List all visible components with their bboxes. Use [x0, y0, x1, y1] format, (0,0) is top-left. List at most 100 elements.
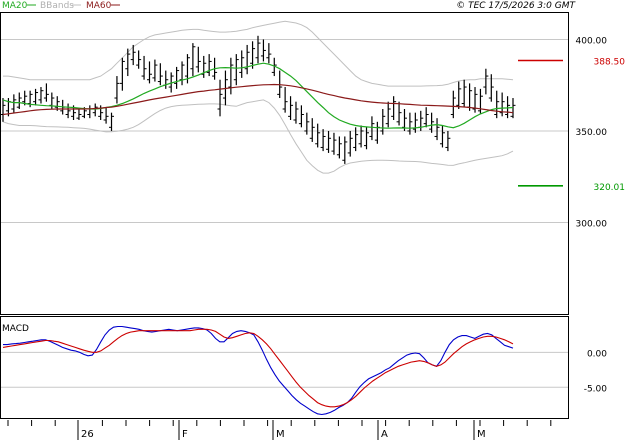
macd-y-axis: 0.00 -5.00 — [584, 349, 608, 394]
ohlc-bar — [401, 109, 407, 131]
macd-panel: MACD — [0, 316, 569, 419]
ohlc-bar — [54, 96, 60, 111]
ohlc-bar — [114, 76, 120, 104]
ohlc-bar — [434, 118, 440, 141]
ohlc-bar — [255, 35, 261, 64]
ohlc-bar — [494, 90, 500, 119]
ohlc-bar — [385, 101, 391, 128]
bollinger-bands — [2, 20, 514, 174]
ohlc-bar — [369, 116, 375, 141]
ohlc-bar — [364, 127, 370, 150]
price-level-label: 388.50 — [594, 58, 626, 68]
ohlc-bar — [456, 81, 462, 110]
price-level-label: 320.01 — [594, 183, 626, 193]
ohlc-bar — [38, 87, 44, 104]
ohlc-bar — [380, 109, 386, 135]
macd-lines — [2, 325, 514, 416]
bollinger-band-line — [3, 20, 514, 87]
ohlc-bar — [250, 41, 256, 69]
ma60-line — [2, 83, 514, 116]
ohlc-bar — [320, 129, 326, 152]
price-annotations: 388.50 320.01 — [518, 58, 625, 193]
ohlc-bar — [33, 88, 39, 106]
ohlc-bar — [119, 57, 125, 91]
time-axis-label: A — [381, 429, 388, 440]
price-y-tick-label: 300.00 — [576, 219, 608, 229]
ohlc-bar — [43, 83, 49, 102]
ohlc-bar — [130, 44, 136, 66]
bollinger-band-line — [2, 99, 514, 174]
ohlc-bar — [298, 105, 304, 128]
ohlc-bar — [445, 130, 451, 152]
macd-panel-title: MACD — [2, 324, 29, 334]
ohlc-bar — [309, 118, 315, 142]
ohlc-bar — [11, 94, 17, 113]
ohlc-bar — [407, 112, 413, 135]
price-panel-frame — [0, 12, 569, 315]
ohlc-bar — [282, 87, 288, 113]
price-y-tick-label: 400.00 — [576, 36, 608, 46]
price-y-axis: 300.00 350.00 400.00 — [576, 36, 608, 229]
moving-averages — [2, 62, 514, 129]
ohlc-bar — [141, 55, 147, 80]
ohlc-bar — [347, 130, 353, 157]
price-panel: 388.50 320.01 — [0, 12, 625, 315]
ohlc-bar — [157, 63, 163, 86]
signal-line — [2, 328, 514, 408]
legend-bbands: BBands — [40, 1, 74, 11]
macd-y-tick-label: -5.00 — [584, 384, 608, 394]
price-y-tick-label: 350.00 — [576, 128, 608, 138]
ohlc-bar — [450, 90, 456, 119]
time-axis-label: F — [182, 429, 188, 440]
ohlc-bar — [331, 132, 337, 155]
ohlc-bar — [271, 57, 277, 77]
ohlc-bar — [65, 103, 71, 119]
ohlc-bar — [423, 107, 429, 128]
ohlc-bar — [391, 96, 397, 120]
ohlc-bar — [195, 46, 201, 73]
ohlc-bar — [239, 50, 245, 78]
ohlc-bar — [146, 61, 152, 84]
ohlc-bar — [304, 112, 310, 135]
legend-ma60: MA60 — [86, 1, 112, 11]
chart-header: MA20 BBands MA60 © TEC 17/5/2026 3:0 GMT — [2, 1, 577, 11]
time-axis-label: 26 — [81, 429, 94, 440]
ohlc-bar — [353, 127, 359, 152]
ohlc-bar — [288, 96, 294, 120]
ohlc-bar — [483, 68, 489, 95]
time-axis: 26 F M A M — [7, 420, 552, 440]
ohlc-bar — [429, 112, 435, 133]
ohlc-bar — [396, 101, 402, 126]
ohlc-bar — [488, 74, 494, 102]
ohlc-bar — [125, 48, 131, 77]
price-candles — [0, 35, 516, 164]
copyright-text: © TEC 17/5/2026 3:0 GMT — [456, 1, 576, 11]
ohlc-bar — [461, 79, 467, 108]
ohlc-bar — [233, 54, 239, 86]
price-grid — [1, 38, 568, 223]
ohlc-bar — [76, 109, 82, 120]
ohlc-bar — [244, 44, 250, 75]
ohlc-bar — [315, 123, 321, 148]
ohlc-bar — [174, 66, 180, 89]
ohlc-bar — [206, 54, 212, 77]
ohlc-bar — [505, 96, 511, 119]
time-axis-label: M — [276, 429, 285, 440]
ohlc-bar — [293, 101, 299, 124]
ohlc-bar — [342, 136, 348, 164]
ohlc-bar — [358, 125, 364, 148]
ohlc-bar — [477, 88, 483, 115]
ohlc-bar — [260, 39, 266, 62]
ohlc-bar — [439, 125, 445, 148]
ohlc-bar — [16, 92, 22, 110]
ohlc-bar — [0, 98, 6, 122]
ohlc-bar — [412, 112, 418, 133]
ohlc-bar — [217, 79, 223, 117]
macd-y-tick-label: 0.00 — [587, 349, 607, 359]
ohlc-bar — [103, 107, 109, 124]
ohlc-bar — [136, 50, 142, 69]
ohlc-bar — [190, 43, 196, 77]
ohlc-bar — [266, 43, 272, 64]
ohlc-bar — [109, 112, 115, 131]
